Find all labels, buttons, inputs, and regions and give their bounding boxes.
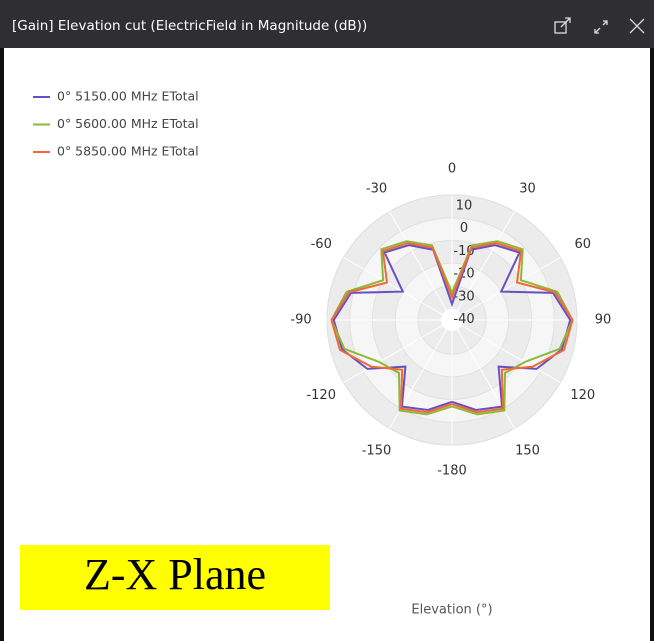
theta-tick-label: -60 bbox=[311, 237, 332, 252]
theta-tick-label: 30 bbox=[519, 182, 536, 197]
series-line bbox=[332, 244, 572, 412]
r-tick-label: 0 bbox=[460, 221, 468, 236]
grid-spoke bbox=[451, 319, 561, 383]
grid-spoke bbox=[343, 319, 453, 383]
theta-tick-label: -150 bbox=[362, 443, 392, 458]
axis-label: Elevation (°) bbox=[411, 603, 492, 618]
theta-tick-label: -90 bbox=[290, 313, 311, 328]
theta-tick-label: 120 bbox=[570, 388, 595, 403]
plane-label-box bbox=[20, 545, 330, 610]
grid-spoke bbox=[451, 211, 515, 321]
window-buttons[interactable] bbox=[554, 17, 645, 34]
theta-tick-label: -120 bbox=[306, 388, 336, 403]
theta-tick-label: -30 bbox=[366, 182, 387, 197]
series-line bbox=[330, 242, 574, 414]
theta-tick-label: 90 bbox=[595, 313, 612, 328]
theta-tick-label: 0 bbox=[448, 162, 456, 177]
legend-label: 0° 5850.00 MHz ETotal bbox=[57, 144, 199, 159]
grid-spoke bbox=[343, 257, 453, 321]
theta-tick-label: -180 bbox=[437, 464, 467, 479]
grid-spoke bbox=[451, 257, 561, 321]
theta-tick-label: 150 bbox=[515, 443, 540, 458]
series-line bbox=[330, 240, 574, 416]
grid-spoke bbox=[389, 211, 453, 321]
r-tick-label: -40 bbox=[453, 312, 474, 327]
title-bar bbox=[0, 0, 654, 48]
plane-label: Z-X Plane bbox=[84, 550, 266, 599]
window-border bbox=[650, 48, 654, 641]
window-title: [Gain] Elevation cut (ElectricField in M… bbox=[12, 18, 367, 34]
window-border bbox=[0, 48, 4, 641]
legend-label: 0° 5150.00 MHz ETotal bbox=[57, 89, 199, 104]
r-tick-label: -30 bbox=[453, 289, 474, 304]
r-tick-label: 10 bbox=[456, 199, 473, 214]
legend-label: 0° 5600.00 MHz ETotal bbox=[57, 116, 199, 131]
theta-tick-label: 60 bbox=[574, 237, 591, 252]
